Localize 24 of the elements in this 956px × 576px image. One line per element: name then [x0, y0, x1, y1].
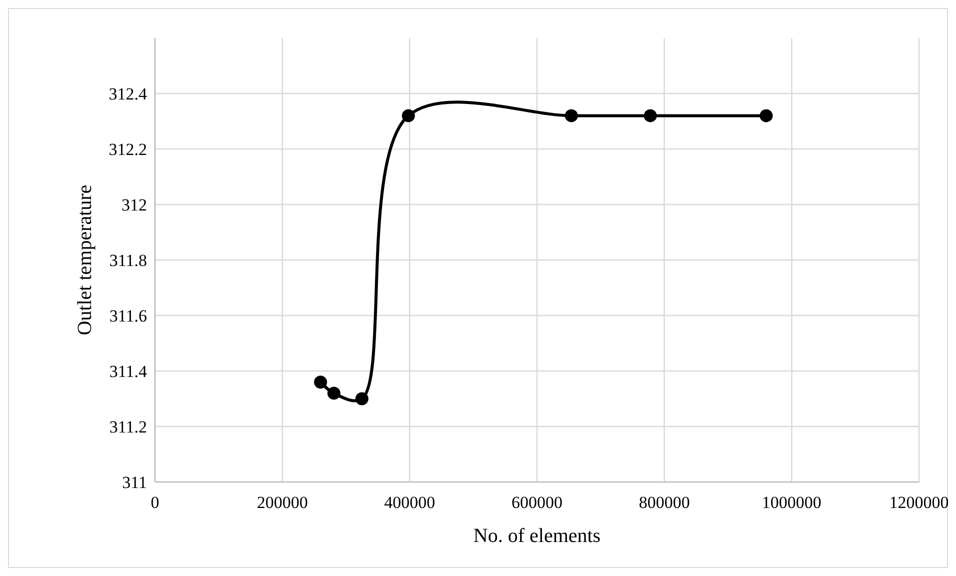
x-tick-label: 1200000: [889, 493, 949, 512]
y-tick-label: 312.4: [108, 84, 148, 104]
y-axis-title: Outlet temperature: [74, 184, 96, 336]
y-tick-label: 311.8: [109, 250, 147, 270]
y-tick-label: 312: [122, 195, 147, 214]
point: [355, 392, 368, 406]
x-tick-label: 200000: [256, 493, 308, 512]
x-tick-label: 1000000: [762, 493, 822, 512]
y-tick-label: 311: [122, 472, 147, 492]
x-axis-title: No. of elements: [473, 525, 601, 547]
point: [564, 109, 578, 122]
point: [760, 109, 773, 122]
x-tick-label: 400000: [384, 493, 436, 512]
y-tick-label: 312.2: [108, 140, 147, 159]
x-tick-label: 600000: [512, 493, 562, 512]
x-tick-label: 0: [150, 493, 160, 512]
point: [402, 109, 415, 122]
y-tick-label: 311.6: [109, 306, 147, 326]
y-tick-label: 311.4: [109, 362, 148, 381]
point: [644, 109, 657, 122]
y-tick-label: 311.2: [109, 417, 147, 436]
x-tick-label: 800000: [638, 493, 690, 512]
point: [327, 386, 340, 400]
point: [314, 376, 328, 389]
